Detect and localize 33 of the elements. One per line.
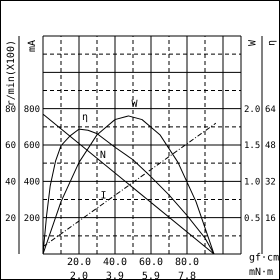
x2-tick-label: 3.9	[106, 271, 124, 280]
y-tick-label: 400	[24, 178, 40, 188]
y-axis-title: η	[266, 40, 278, 46]
y-tick-label: 64	[265, 104, 276, 115]
x-tick-label: 80.0	[174, 257, 200, 268]
x2-tick-label: 5.9	[142, 271, 160, 280]
y-tick-label: 800	[24, 104, 40, 115]
y-tick-label: 200	[24, 214, 40, 224]
y-tick-label: 600	[24, 141, 40, 152]
x-axis-title: gf·cm	[249, 252, 280, 264]
x2-axis-title: mN·m	[249, 267, 274, 278]
y3-tick-label: 0.5	[244, 214, 260, 224]
y-tick-label: 32	[265, 178, 276, 188]
x2-tick-label: 7.8	[178, 271, 196, 280]
y3-tick-label: 1.0	[244, 178, 260, 188]
x-tick-label: 40.0	[102, 257, 128, 268]
x2-tick-label: 2.0	[70, 271, 88, 280]
y2-axis-title: r/min(X100)	[6, 40, 17, 106]
y2-tick-label: 80	[5, 104, 16, 115]
y-axis-title: mA	[27, 40, 38, 52]
y3-tick-label: 2.0	[244, 104, 260, 115]
series-label: η	[82, 112, 88, 124]
y2-tick-label: 20	[5, 214, 16, 224]
y3-axis-title: W	[248, 39, 258, 46]
y3-tick-label: 1.5	[244, 141, 260, 152]
y2-tick-label: 60	[5, 141, 16, 152]
series-label: I	[100, 190, 106, 202]
x-tick-label: 60.0	[138, 257, 164, 268]
y2-tick-label: 40	[5, 178, 16, 188]
y-tick-label: 16	[265, 214, 276, 224]
series-label: N	[100, 150, 106, 162]
x-tick-label: 20.0	[66, 257, 92, 268]
y-tick-label: 48	[265, 141, 276, 152]
